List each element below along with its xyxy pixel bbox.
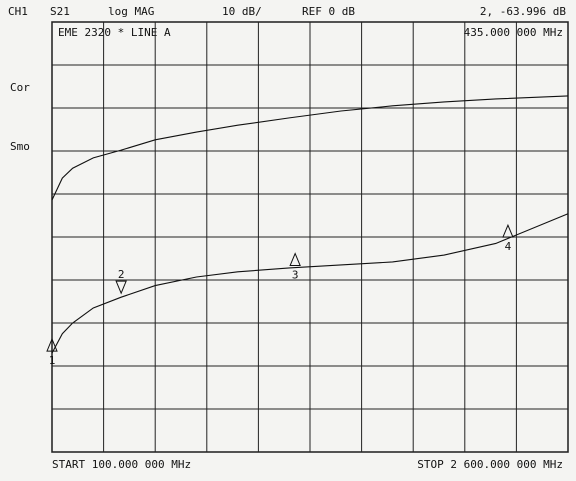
marker — [289, 252, 301, 267]
marker-label: 2 — [118, 268, 125, 281]
chart-title: EME 2320 * LINE A — [58, 26, 171, 39]
parameter: S21 — [50, 5, 70, 18]
trace — [51, 213, 569, 354]
marker-frequency: 435.000 000 MHz — [464, 26, 563, 39]
channel: CH1 — [8, 5, 28, 18]
marker-readout: 2, -63.996 dB — [480, 5, 566, 18]
marker-label: 3 — [292, 269, 299, 282]
marker — [46, 337, 58, 352]
format: log MAG — [108, 5, 154, 18]
stop-label: STOP 2 600.000 000 MHz — [417, 458, 563, 471]
marker — [115, 280, 127, 295]
start-label: START 100.000 000 MHz — [52, 458, 191, 471]
marker-label: 4 — [505, 240, 512, 253]
marker — [502, 223, 514, 238]
annotation: Smo — [10, 140, 30, 153]
scale: 10 dB/ — [222, 5, 262, 18]
marker-label: 1 — [49, 354, 56, 367]
reference: REF 0 dB — [302, 5, 355, 18]
annotation: Cor — [10, 81, 30, 94]
trace — [51, 95, 569, 201]
